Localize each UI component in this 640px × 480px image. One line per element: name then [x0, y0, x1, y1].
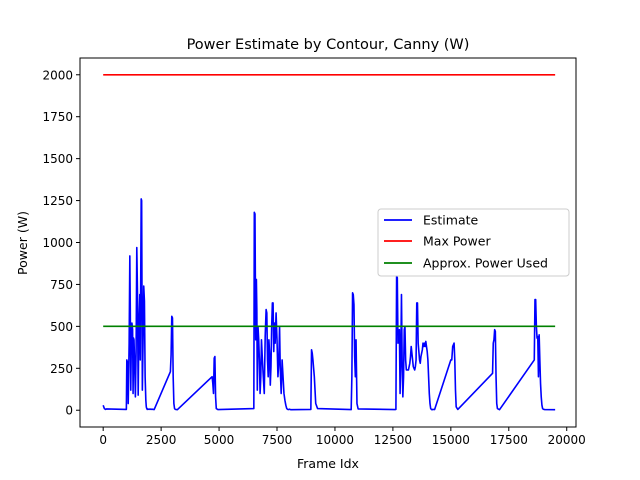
x-tick-label: 10000 — [316, 433, 354, 447]
x-tick-label: 5000 — [204, 433, 235, 447]
plot-lines — [102, 73, 556, 411]
y-axis-label: Power (W) — [15, 211, 30, 275]
y-tick-label: 0 — [65, 404, 73, 418]
legend-label-max-power: Max Power — [423, 234, 491, 249]
x-axis-label: Frame Idx — [297, 456, 359, 471]
x-tick-label: 2500 — [146, 433, 177, 447]
series-line-estimate — [102, 198, 556, 411]
legend-label-estimate: Estimate — [423, 213, 479, 228]
x-tick-label: 15000 — [432, 433, 470, 447]
legend: Estimate Max Power Approx. Power Used — [377, 208, 570, 277]
y-tick-label: 250 — [50, 362, 73, 376]
y-tick-label: 1750 — [42, 110, 73, 124]
y-tick-label: 1500 — [42, 152, 73, 166]
y-tick-label: 2000 — [42, 68, 73, 82]
chart-title: Power Estimate by Contour, Canny (W) — [187, 37, 470, 53]
legend-label-approx-power-used: Approx. Power Used — [423, 256, 548, 271]
y-tick-label: 750 — [50, 278, 73, 292]
y-tick-label: 500 — [50, 320, 73, 334]
y-tick-label: 1250 — [42, 194, 73, 208]
y-tick-label: 1000 — [42, 236, 73, 250]
x-tick-label: 12500 — [374, 433, 412, 447]
x-tick-label: 7500 — [262, 433, 293, 447]
legend-box — [377, 208, 570, 277]
x-tick-label: 17500 — [490, 433, 528, 447]
plot-frame — [79, 57, 577, 428]
x-tick-label: 0 — [99, 433, 107, 447]
x-tick-label: 20000 — [548, 433, 586, 447]
axis-ticks: 0 2500 5000 7500 10000 12500 15000 17500 20000 0 2… — [42, 68, 585, 447]
